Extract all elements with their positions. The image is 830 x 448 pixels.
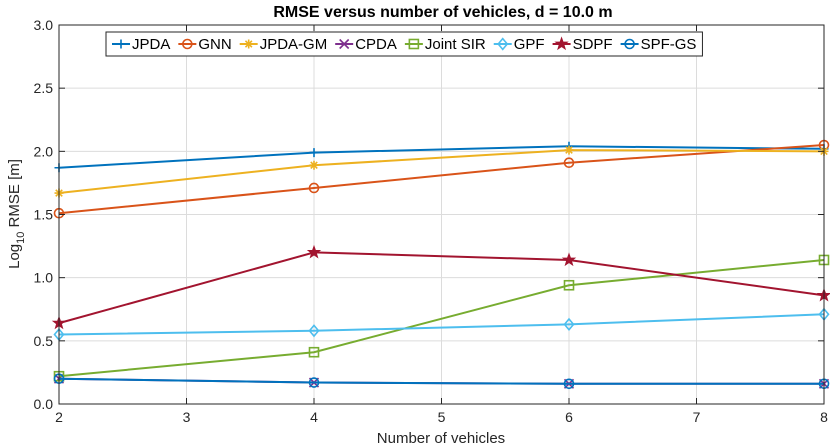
y-axis-label-main: Log xyxy=(6,244,23,269)
data-point-gnn xyxy=(563,157,575,169)
y-tick-label: 3.0 xyxy=(34,17,54,33)
data-point-jpda-gm xyxy=(309,160,319,170)
legend-swatch-marker xyxy=(339,38,350,50)
x-tick-label: 4 xyxy=(310,409,318,425)
y-tick-label: 1.5 xyxy=(34,207,54,223)
data-point-sdpf xyxy=(561,252,577,267)
data-point-jpda-gm xyxy=(564,145,574,155)
series-line-jpda-gm xyxy=(58,149,825,195)
legend-label: JPDA-GM xyxy=(260,36,328,53)
data-point-spf-gs xyxy=(308,377,320,388)
legend-item-cpda: CPDA xyxy=(335,36,397,53)
series-line-gpf xyxy=(58,313,825,336)
data-point-joint-sir xyxy=(563,279,575,291)
legend-item-gpf: GPF xyxy=(493,36,545,53)
x-tick-label: 5 xyxy=(438,409,446,425)
x-axis-label: Number of vehicles xyxy=(377,430,505,447)
ticks: 2 3 4 5 6 7 8 0.0 0.5 1.0 1.5 2.0 2.5 3.0 xyxy=(34,17,829,425)
y-tick-label: 0.0 xyxy=(34,396,54,412)
legend-item-joint-sir: Joint SIR xyxy=(404,36,486,53)
legend-item-gnn: GNN xyxy=(178,36,232,53)
y-axis-label: Log10 RMSE [m] xyxy=(6,159,27,269)
data-point-gpf xyxy=(563,317,575,332)
legend-swatch-marker xyxy=(554,36,569,51)
legend-item-jpda: JPDA xyxy=(112,36,170,53)
series-layer xyxy=(51,139,830,390)
legend-item-spf-gs: SPF-GS xyxy=(620,36,697,53)
legend-swatch-marker xyxy=(244,39,254,49)
series-gpf xyxy=(53,307,830,342)
legend-label: GNN xyxy=(198,36,231,53)
series-line-gnn xyxy=(58,144,825,215)
legend-swatch-marker xyxy=(624,38,635,50)
y-axis-label-rest: RMSE [m] xyxy=(6,159,23,232)
x-tick-label: 3 xyxy=(183,409,191,425)
legend-label: SDPF xyxy=(573,36,613,53)
data-point-jpda xyxy=(309,148,319,158)
legend-label: SPF-GS xyxy=(641,36,697,53)
y-tick-label: 0.5 xyxy=(34,333,54,349)
series-line-spf-gs xyxy=(58,377,824,385)
x-tick-label: 7 xyxy=(693,409,701,425)
series-line-jpda xyxy=(58,145,825,169)
legend-item-jpda-gm: JPDA-GM xyxy=(239,36,328,53)
data-point-gpf xyxy=(308,324,320,338)
data-point-gnn xyxy=(308,182,320,194)
y-tick-label: 1.0 xyxy=(34,270,54,286)
data-point-joint-sir xyxy=(308,346,320,358)
x-tick-label: 2 xyxy=(55,409,63,425)
data-point-sdpf xyxy=(306,244,322,259)
legend-swatch-marker xyxy=(497,37,509,51)
chart-title: RMSE versus number of vehicles, d = 10.0… xyxy=(273,4,612,21)
legend-item-sdpf: SDPF xyxy=(552,36,613,53)
x-tick-label: 8 xyxy=(820,409,828,425)
legend-label: JPDA xyxy=(132,36,170,53)
legend-label: GPF xyxy=(514,36,545,53)
y-tick-label: 2.0 xyxy=(34,143,54,159)
series-gnn xyxy=(53,139,830,219)
y-axis-label-sub: 10 xyxy=(15,232,27,244)
legend: JPDA GNN JPDA-GM CPDA Joint SIR GPF SDPF SPF-GS xyxy=(105,31,703,57)
legend-label: CPDA xyxy=(355,36,397,53)
y-tick-label: 2.5 xyxy=(34,80,54,96)
x-tick-label: 6 xyxy=(565,409,573,425)
data-point-spf-gs xyxy=(563,378,575,390)
legend-swatch-marker xyxy=(116,39,126,49)
grid xyxy=(59,25,824,404)
legend-box xyxy=(105,31,703,57)
legend-label: Joint SIR xyxy=(425,36,486,53)
legend-swatch-marker xyxy=(182,38,193,50)
series-line-joint-sir xyxy=(58,258,825,378)
series-line-sdpf xyxy=(58,251,825,325)
legend-swatch-marker xyxy=(408,38,420,50)
